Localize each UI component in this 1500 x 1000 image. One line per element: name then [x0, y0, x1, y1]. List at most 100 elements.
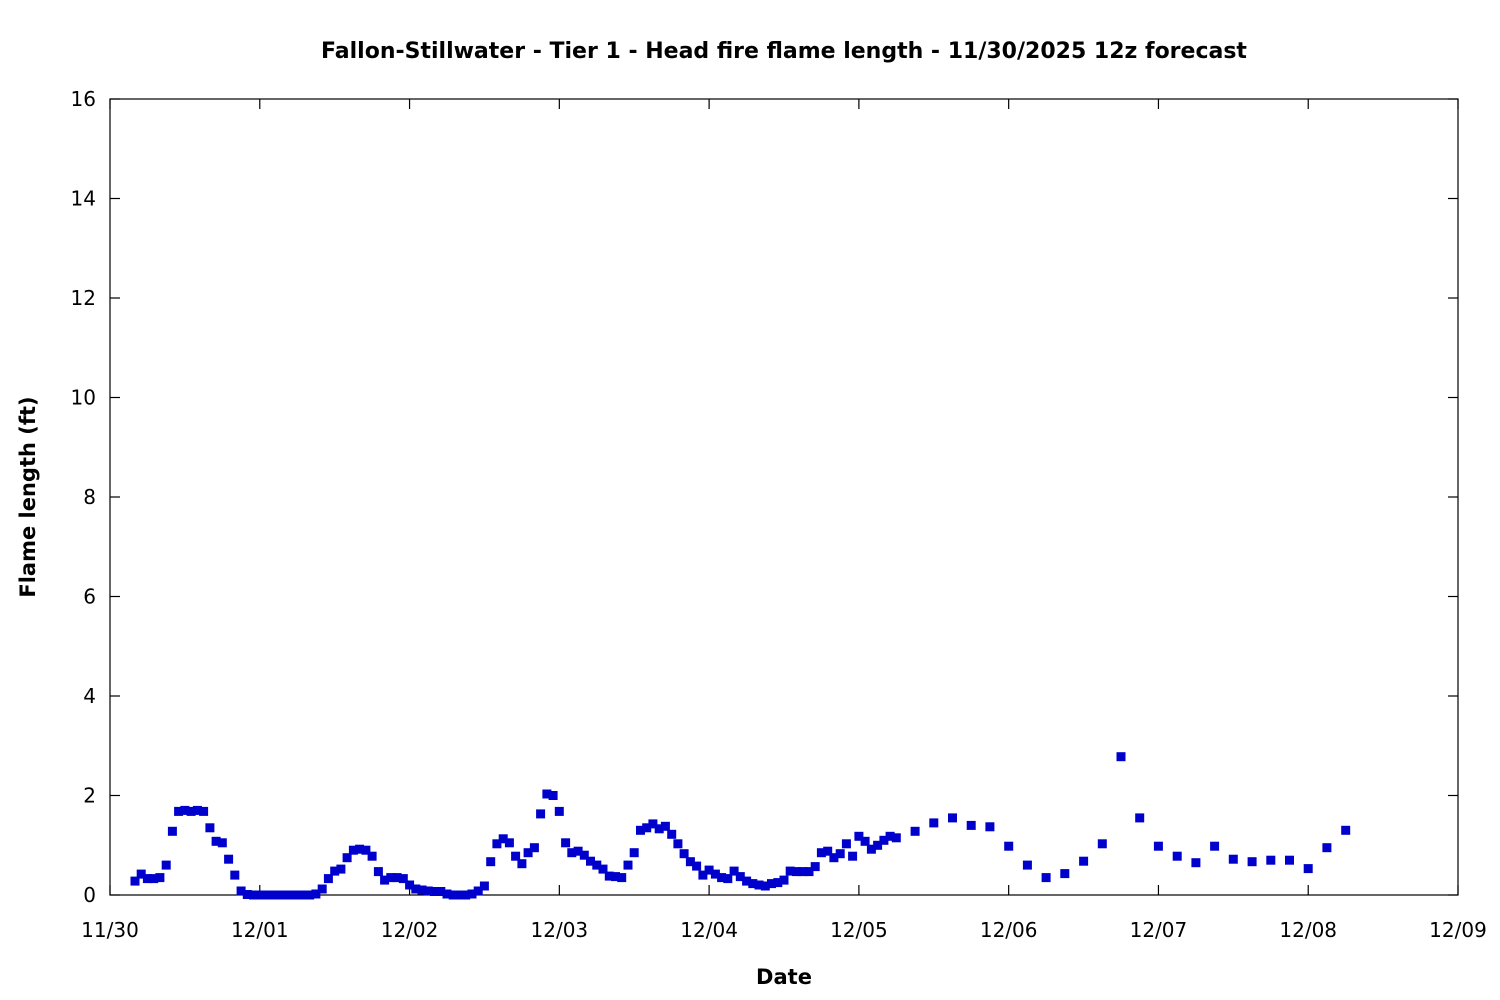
data-point [629, 848, 639, 858]
data-point [473, 886, 483, 896]
data-point [1041, 873, 1051, 883]
y-tick-label: 6 [83, 585, 96, 609]
data-point [255, 890, 265, 900]
data-point [792, 867, 801, 877]
data-point [623, 860, 633, 870]
data-point [398, 874, 408, 884]
data-point [305, 890, 315, 900]
data-point [667, 829, 677, 839]
data-point [417, 885, 427, 895]
data-point [879, 835, 889, 845]
data-point [642, 823, 652, 833]
data-point [885, 831, 895, 841]
data-point [436, 887, 446, 896]
data-point [430, 887, 439, 896]
data-point [386, 873, 396, 883]
data-point [136, 869, 146, 879]
data-point [517, 859, 527, 869]
data-point [1116, 752, 1126, 762]
data-point [192, 805, 202, 815]
data-point [361, 845, 371, 855]
data-point [698, 870, 708, 880]
data-point [224, 854, 234, 864]
data-point [542, 789, 552, 799]
data-point [929, 818, 939, 828]
data-point [274, 890, 283, 900]
data-point [561, 838, 571, 848]
data-point [860, 836, 870, 846]
data-point [1303, 864, 1313, 874]
data-point [779, 875, 789, 885]
data-point [717, 873, 727, 883]
y-tick-label: 16 [71, 87, 96, 111]
data-point [579, 850, 589, 860]
data-point [1097, 839, 1107, 849]
data-point [598, 864, 608, 874]
data-point [355, 844, 365, 854]
data-point [735, 872, 745, 882]
data-point [261, 890, 271, 900]
data-point [1341, 825, 1351, 835]
data-point [548, 791, 558, 800]
data-point [180, 805, 190, 815]
data-point [810, 862, 820, 872]
data-point [692, 861, 702, 871]
data-point [492, 839, 502, 849]
data-point [479, 881, 489, 891]
y-tick-label: 2 [83, 784, 96, 808]
data-point [242, 890, 252, 899]
data-point [504, 838, 514, 848]
y-tick-label: 14 [71, 187, 96, 211]
data-point [455, 890, 464, 900]
data-point [536, 809, 546, 819]
data-point [729, 866, 739, 876]
data-point [299, 890, 308, 900]
data-point [1266, 855, 1276, 865]
data-point [1322, 843, 1332, 853]
data-point [142, 874, 152, 884]
data-point [217, 838, 227, 848]
data-point [985, 822, 995, 832]
x-tick-label: 12/04 [680, 918, 738, 942]
data-point [654, 824, 664, 834]
data-point [280, 890, 290, 900]
y-axis-label: Flame length (ft) [16, 396, 40, 597]
data-points [130, 752, 1351, 900]
data-point [411, 884, 421, 894]
data-point [592, 860, 602, 870]
data-point [1004, 841, 1014, 851]
data-point [873, 840, 883, 850]
data-point [1210, 841, 1220, 851]
data-point [891, 833, 901, 843]
data-point [554, 806, 564, 816]
data-point [567, 848, 577, 858]
data-point [267, 890, 277, 900]
y-tick-label: 10 [71, 386, 96, 410]
data-point [1228, 854, 1238, 864]
data-point [685, 857, 695, 867]
data-point [211, 836, 221, 846]
data-point [292, 890, 302, 900]
data-point [511, 851, 521, 861]
data-point [660, 821, 670, 831]
x-tick-label: 12/08 [1279, 918, 1337, 942]
data-point [573, 846, 583, 856]
data-point [798, 867, 808, 877]
data-point [854, 831, 864, 841]
data-point [317, 884, 327, 894]
data-point [130, 876, 140, 886]
data-point [342, 853, 352, 863]
data-point [723, 874, 733, 884]
x-tick-label: 12/05 [830, 918, 888, 942]
y-tick-label: 4 [83, 684, 96, 708]
data-point [367, 851, 377, 861]
data-point [586, 856, 595, 866]
x-tick-label: 12/09 [1429, 918, 1487, 942]
data-point [1135, 813, 1145, 823]
data-point [1079, 856, 1089, 866]
x-tick-label: 12/07 [1130, 918, 1188, 942]
data-point [467, 889, 477, 899]
data-point [1022, 860, 1032, 870]
data-point [1153, 841, 1163, 851]
